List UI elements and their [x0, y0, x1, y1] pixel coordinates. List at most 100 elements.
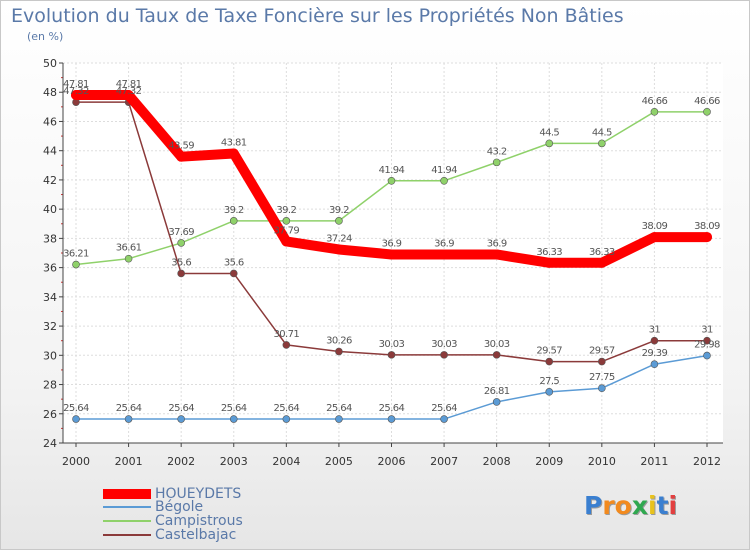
logo-letter: x	[631, 491, 648, 520]
y-tick-label: 50	[43, 57, 57, 70]
logo-letter: o	[614, 491, 632, 520]
data-label: 30.71	[274, 329, 300, 340]
data-point	[335, 217, 343, 225]
data-point	[598, 357, 606, 366]
legend-label: Campistrous	[155, 513, 243, 529]
y-tick-label: 34	[43, 291, 57, 304]
data-point	[596, 257, 607, 268]
data-point	[545, 357, 554, 366]
data-point	[335, 415, 343, 423]
data-point	[650, 108, 659, 116]
x-tick-label: 2000	[62, 455, 90, 468]
logo-letter: i	[648, 491, 657, 520]
y-tick-label: 46	[43, 115, 57, 128]
y-tick-label: 26	[43, 408, 57, 421]
x-tick-label: 2009	[535, 455, 563, 468]
data-label: 44.5	[539, 127, 559, 138]
data-label: 30.03	[431, 339, 457, 350]
data-label: 36.9	[434, 238, 454, 249]
data-point	[703, 336, 711, 345]
data-point	[492, 398, 501, 406]
data-label: 29.98	[694, 340, 720, 351]
data-label: 36.33	[589, 247, 615, 258]
data-point	[335, 347, 343, 356]
data-label: 29.39	[642, 348, 668, 359]
y-tick-label: 40	[43, 203, 57, 216]
chart-title: Evolution du Taux de Taxe Foncière sur l…	[11, 5, 624, 27]
data-label: 30.03	[379, 339, 405, 350]
data-point	[440, 351, 448, 359]
data-label: 35.6	[224, 257, 244, 268]
data-point	[545, 139, 554, 148]
logo-letter: t	[656, 491, 669, 520]
data-point	[598, 139, 606, 148]
data-label: 36.33	[536, 247, 562, 258]
y-tick-label: 30	[43, 349, 57, 362]
data-point	[440, 415, 448, 423]
x-tick-label: 2011	[640, 455, 668, 468]
data-point	[702, 232, 712, 243]
data-point	[440, 177, 448, 185]
data-point	[72, 415, 80, 423]
data-label: 37.69	[168, 227, 194, 238]
data-point	[386, 249, 397, 260]
data-point	[229, 217, 238, 225]
data-label: 27.5	[539, 376, 559, 387]
data-label: 25.64	[63, 403, 89, 414]
data-point	[177, 269, 185, 278]
data-label: 36.9	[487, 238, 507, 249]
y-tick-label: 38	[43, 232, 57, 245]
data-point	[703, 108, 711, 116]
data-label: 39.2	[329, 205, 349, 216]
x-tick-label: 2006	[378, 455, 406, 468]
data-label: 36.61	[116, 243, 142, 254]
data-point	[282, 415, 291, 423]
x-tick-label: 2001	[115, 455, 143, 468]
data-point	[71, 90, 81, 101]
legend-label: Castelbajac	[155, 527, 236, 543]
data-label: 39.2	[276, 205, 296, 216]
logo-letter: P	[584, 491, 603, 520]
data-label: 43.81	[221, 137, 247, 148]
data-point	[649, 232, 660, 243]
data-label: 38.09	[642, 221, 668, 232]
data-label: 36.21	[63, 249, 89, 260]
data-point	[177, 415, 185, 423]
chart-unit-label: (en %)	[27, 30, 64, 43]
data-label: 39.2	[224, 205, 244, 216]
data-label: 30.26	[326, 336, 352, 347]
data-point	[545, 388, 554, 396]
data-label: 25.64	[116, 403, 142, 414]
legend-label: HOUEYDETS	[155, 486, 241, 502]
proxiti-logo: Proxiti	[584, 491, 677, 520]
data-point	[123, 90, 134, 101]
data-point	[650, 360, 659, 369]
data-point	[282, 341, 291, 349]
y-tick-label: 32	[43, 320, 57, 333]
data-point	[228, 148, 239, 159]
data-label: 26.81	[484, 386, 510, 397]
x-tick-label: 2012	[693, 455, 721, 468]
data-point	[229, 269, 238, 278]
data-label: 41.94	[431, 165, 457, 176]
data-label: 43.59	[168, 141, 194, 152]
data-label: 29.57	[536, 346, 562, 357]
x-tick-label: 2010	[588, 455, 616, 468]
x-tick-label: 2002	[167, 455, 195, 468]
data-label: 27.75	[589, 372, 615, 383]
data-label: 36.9	[382, 238, 402, 249]
data-point	[387, 351, 396, 359]
y-tick-label: 24	[43, 437, 57, 450]
data-label: 41.94	[379, 165, 405, 176]
data-label: 30.03	[484, 339, 510, 350]
data-label: 25.64	[431, 403, 457, 414]
data-label: 46.66	[694, 96, 720, 107]
data-point	[491, 249, 502, 260]
data-label: 46.66	[642, 96, 668, 107]
y-tick-label: 36	[43, 262, 57, 275]
x-tick-label: 2007	[430, 455, 458, 468]
data-label: 38.09	[694, 221, 720, 232]
y-tick-label: 42	[43, 174, 57, 187]
data-label: 37.24	[326, 233, 352, 244]
